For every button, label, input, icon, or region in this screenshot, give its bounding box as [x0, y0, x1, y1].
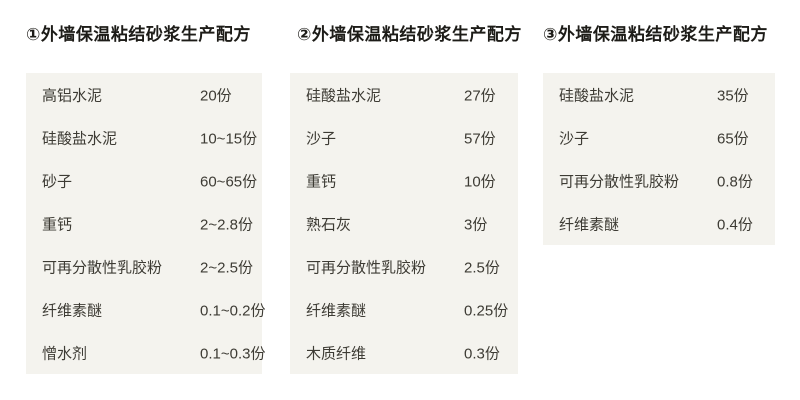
ingredient-name: 纤维素醚 — [306, 302, 367, 319]
ingredient-amount: 2~2.5份 — [200, 259, 253, 276]
ingredient-name: 可再分散性乳胶粉 — [306, 259, 427, 276]
ingredient-name: 沙子 — [559, 130, 590, 147]
ingredient-amount: 27份 — [464, 87, 496, 104]
ingredient-name: 憎水剂 — [42, 345, 88, 362]
table-row: 木质纤维 0.3份 — [290, 331, 518, 374]
ingredient-name: 熟石灰 — [306, 216, 352, 233]
ingredient-amount: 0.1~0.2份 — [200, 302, 266, 319]
table-row: 熟石灰 3份 — [290, 202, 518, 245]
formula-heading-2: ②外墙保温粘结砂浆生产配方 — [297, 25, 522, 44]
table-row: 硅酸盐水泥 35份 — [543, 73, 775, 116]
table-row: 重钙 2~2.8份 — [26, 202, 262, 245]
ingredient-amount: 3份 — [464, 216, 488, 233]
table-row: 硅酸盐水泥 10~15份 — [26, 116, 262, 159]
table-row: 纤维素醚 0.1~0.2份 — [26, 288, 266, 331]
formula-table-3: 硅酸盐水泥 35份 沙子 65份 可再分散性乳胶粉 0.8份 纤维素醚 0.4份 — [543, 73, 775, 245]
ingredient-amount: 35份 — [717, 87, 749, 104]
table-row: 高铝水泥 20份 — [26, 73, 262, 116]
ingredient-amount: 60~65份 — [200, 173, 258, 190]
ingredient-amount: 2~2.8份 — [200, 216, 253, 233]
table-row: 沙子 57份 — [290, 116, 518, 159]
ingredient-name: 砂子 — [42, 173, 73, 190]
table-row: 纤维素醚 0.4份 — [543, 202, 775, 245]
ingredient-amount: 0.25份 — [464, 302, 509, 319]
table-row: 砂子 60~65份 — [26, 159, 262, 202]
table-row: 沙子 65份 — [543, 116, 775, 159]
ingredient-amount: 65份 — [717, 130, 749, 147]
ingredient-name: 纤维素醚 — [559, 216, 620, 233]
ingredient-amount: 0.1~0.3份 — [200, 345, 266, 362]
formula-table-1: 高铝水泥 20份 硅酸盐水泥 10~15份 砂子 60~65份 重钙 2~2.8… — [26, 73, 266, 374]
ingredient-name: 硅酸盐水泥 — [559, 87, 635, 104]
ingredient-name: 纤维素醚 — [42, 302, 103, 319]
ingredient-name: 可再分散性乳胶粉 — [42, 259, 163, 276]
ingredient-amount: 0.8份 — [717, 173, 753, 190]
table-row: 可再分散性乳胶粉 0.8份 — [543, 159, 775, 202]
ingredient-amount: 10份 — [464, 173, 496, 190]
ingredient-name: 重钙 — [306, 173, 337, 190]
formula-heading-1: ①外墙保温粘结砂浆生产配方 — [26, 25, 251, 44]
ingredient-amount: 57份 — [464, 130, 496, 147]
ingredient-amount: 0.4份 — [717, 216, 753, 233]
ingredient-amount: 10~15份 — [200, 130, 258, 147]
ingredient-name: 硅酸盐水泥 — [306, 87, 382, 104]
ingredient-amount: 0.3份 — [464, 345, 500, 362]
table-row: 憎水剂 0.1~0.3份 — [26, 331, 266, 374]
ingredient-name: 高铝水泥 — [42, 87, 103, 104]
ingredient-name: 沙子 — [306, 130, 337, 147]
table-row: 硅酸盐水泥 27份 — [290, 73, 518, 116]
ingredient-name: 硅酸盐水泥 — [42, 130, 118, 147]
table-row: 纤维素醚 0.25份 — [290, 288, 518, 331]
table-row: 可再分散性乳胶粉 2.5份 — [290, 245, 518, 288]
table-row: 重钙 10份 — [290, 159, 518, 202]
ingredient-amount: 2.5份 — [464, 259, 500, 276]
ingredient-name: 重钙 — [42, 216, 73, 233]
formula-heading-3: ③外墙保温粘结砂浆生产配方 — [543, 25, 768, 44]
ingredient-name: 木质纤维 — [306, 345, 367, 362]
ingredient-name: 可再分散性乳胶粉 — [559, 173, 680, 190]
table-row: 可再分散性乳胶粉 2~2.5份 — [26, 245, 262, 288]
ingredient-amount: 20份 — [200, 87, 232, 104]
formula-table-2: 硅酸盐水泥 27份 沙子 57份 重钙 10份 熟石灰 3份 — [290, 73, 518, 374]
